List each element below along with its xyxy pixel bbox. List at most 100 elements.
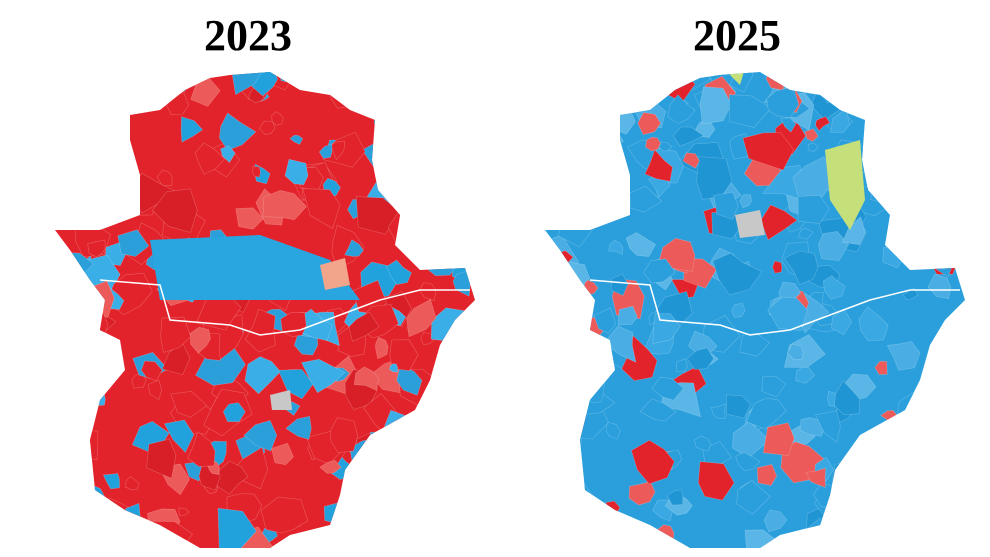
- municipality: [608, 239, 624, 255]
- municipality: [923, 384, 951, 412]
- municipality: [161, 342, 191, 376]
- municipality: [951, 319, 965, 337]
- municipality: [826, 75, 851, 100]
- municipality: [735, 451, 761, 471]
- municipality: [586, 379, 605, 404]
- municipality: [353, 366, 379, 391]
- municipality: [631, 439, 675, 485]
- municipality: [886, 341, 921, 371]
- municipality: [348, 311, 380, 342]
- municipality: [357, 521, 393, 548]
- municipality: [400, 505, 447, 548]
- municipality: [388, 83, 416, 116]
- municipality: [822, 275, 846, 300]
- municipality: [732, 420, 771, 459]
- municipality: [461, 162, 471, 173]
- municipality: [863, 433, 883, 454]
- municipality: [414, 177, 462, 210]
- municipality: [545, 77, 553, 89]
- municipality: [877, 150, 912, 195]
- municipality: [439, 98, 474, 135]
- municipality: [739, 333, 771, 357]
- municipality: [150, 235, 360, 300]
- municipality: [889, 72, 930, 111]
- municipality: [375, 336, 389, 360]
- municipality: [867, 458, 903, 486]
- municipality: [842, 216, 866, 246]
- municipality: [379, 493, 413, 518]
- municipality: [85, 343, 104, 358]
- municipality: [180, 116, 204, 143]
- municipality: [178, 507, 190, 516]
- municipality: [289, 134, 304, 145]
- municipality: [780, 117, 797, 133]
- municipality: [398, 492, 441, 526]
- municipality: [55, 486, 76, 507]
- municipality: [555, 497, 587, 535]
- municipality: [949, 437, 965, 454]
- municipality: [725, 394, 751, 419]
- municipality: [936, 485, 965, 519]
- municipality: [833, 506, 876, 543]
- municipality: [713, 191, 739, 220]
- municipality: [457, 151, 475, 176]
- map-2025: [545, 72, 965, 548]
- municipality: [243, 420, 278, 452]
- municipality: [95, 393, 106, 406]
- municipality: [772, 260, 783, 274]
- municipality: [545, 182, 563, 210]
- municipality: [767, 296, 808, 331]
- map-title: 2023: [204, 11, 292, 60]
- municipality: [832, 459, 851, 492]
- municipality: [902, 287, 919, 301]
- municipality: [682, 152, 700, 169]
- municipality: [610, 273, 629, 297]
- municipality: [55, 503, 78, 534]
- municipality: [875, 434, 917, 464]
- municipality: [672, 126, 705, 147]
- municipality: [260, 496, 309, 534]
- map-2023: [55, 72, 475, 548]
- municipality: [62, 288, 87, 314]
- municipality: [651, 376, 685, 401]
- municipality: [953, 508, 965, 548]
- municipality: [406, 298, 437, 338]
- municipality: [817, 231, 849, 261]
- municipality: [587, 120, 601, 137]
- municipality: [545, 72, 567, 90]
- municipality: [552, 309, 593, 358]
- municipality: [318, 143, 333, 159]
- municipality: [930, 72, 961, 92]
- municipality: [593, 307, 617, 334]
- municipality: [858, 467, 872, 485]
- municipality: [381, 527, 413, 548]
- municipality: [87, 239, 106, 258]
- municipality: [302, 188, 341, 229]
- municipality: [102, 473, 120, 490]
- municipality: [851, 530, 877, 548]
- municipality: [466, 82, 475, 97]
- municipality: [55, 500, 67, 522]
- municipality: [584, 360, 602, 377]
- municipality: [895, 523, 926, 548]
- municipality: [925, 361, 965, 396]
- municipality: [74, 430, 99, 461]
- municipality: [401, 463, 431, 489]
- municipality: [739, 194, 752, 209]
- municipality: [861, 98, 900, 134]
- province-border: [99, 279, 470, 336]
- municipality: [890, 145, 905, 163]
- municipality: [457, 150, 475, 169]
- municipality: [890, 431, 934, 474]
- municipality: [955, 203, 965, 216]
- municipality: [156, 169, 173, 187]
- municipality: [72, 72, 93, 95]
- municipality: [404, 227, 421, 252]
- municipality: [396, 365, 423, 396]
- municipality: [617, 305, 638, 326]
- municipality: [355, 196, 401, 235]
- municipality: [430, 515, 474, 548]
- municipality: [150, 72, 187, 93]
- municipality: [319, 459, 342, 474]
- municipality: [693, 435, 712, 452]
